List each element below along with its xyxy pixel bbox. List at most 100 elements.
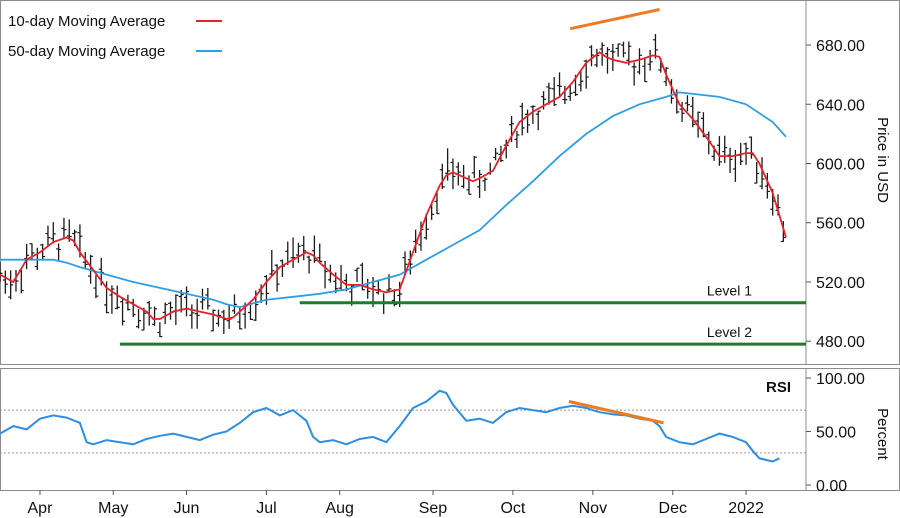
x-tick-label: Jun xyxy=(174,500,200,517)
divergence-lines xyxy=(569,8,660,31)
price-bar xyxy=(279,259,285,277)
price-bar xyxy=(215,309,221,327)
price-bar xyxy=(535,110,541,131)
price-bar xyxy=(141,307,147,331)
price-y-tick-label: 560.00 xyxy=(816,216,865,233)
rsi-axis-title: Percent xyxy=(874,408,891,461)
price-bar xyxy=(290,237,296,268)
price-bar xyxy=(604,47,610,74)
price-bar xyxy=(759,157,765,190)
price-bar xyxy=(152,306,158,326)
ma50-line xyxy=(0,91,787,309)
x-tick-label: May xyxy=(98,500,128,517)
price-y-tick-label: 680.00 xyxy=(816,38,865,55)
price-bar xyxy=(557,72,563,98)
rsi-panel-frame xyxy=(0,368,900,491)
price-bar xyxy=(679,101,685,122)
price-bar xyxy=(2,270,8,294)
price-bar xyxy=(375,279,381,295)
rsi-y-tick-label: 50.00 xyxy=(816,425,856,442)
price-bar xyxy=(567,85,573,101)
price-bar xyxy=(610,43,616,71)
price-bar xyxy=(24,243,30,270)
price-bar xyxy=(583,59,589,89)
price-bar xyxy=(114,285,120,310)
price-bar xyxy=(130,298,136,318)
legend-label-ma50: 50-day Moving Average xyxy=(8,43,165,60)
price-bar xyxy=(562,86,568,105)
price-bar xyxy=(754,162,760,184)
price-bar xyxy=(29,243,35,261)
price-bar xyxy=(450,158,456,190)
rsi-line xyxy=(0,389,780,463)
price-bar xyxy=(615,43,621,57)
price-y-tick-label: 480.00 xyxy=(816,334,865,351)
price-divergence-line xyxy=(569,8,660,31)
support-levels: Level 1 Level 2 xyxy=(119,283,806,346)
price-bar xyxy=(226,305,232,329)
price-bar xyxy=(695,111,701,138)
price-bar xyxy=(40,243,46,261)
x-tick-label: Dec xyxy=(659,500,687,517)
price-bar xyxy=(157,322,163,338)
price-bar xyxy=(168,301,174,320)
price-bar xyxy=(684,95,690,112)
x-tick-label: Jul xyxy=(256,500,276,517)
price-bar xyxy=(109,285,115,314)
support-level-label: Level 2 xyxy=(707,324,752,340)
price-bar xyxy=(578,71,584,92)
price-bar xyxy=(301,235,307,261)
price-y-tick-label: 520.00 xyxy=(816,275,865,292)
price-bar xyxy=(45,225,51,246)
price-bar xyxy=(56,243,62,261)
price-bar xyxy=(716,136,722,166)
price-bar xyxy=(546,82,552,105)
price-bar xyxy=(530,105,536,124)
x-tick-label: Oct xyxy=(500,500,525,517)
price-bar xyxy=(136,309,142,329)
price-bar xyxy=(221,309,227,334)
x-tick-label: Apr xyxy=(28,500,54,517)
ma50-layer xyxy=(0,91,787,309)
price-bar xyxy=(690,96,696,128)
price-bar xyxy=(189,304,195,329)
price-bar xyxy=(514,130,520,149)
price-bar xyxy=(120,297,126,326)
price-bar xyxy=(311,235,317,263)
price-bar xyxy=(477,169,483,198)
rsi-divergence-line xyxy=(568,400,664,425)
price-bar xyxy=(551,77,557,106)
price-bar xyxy=(162,302,168,325)
price-bar xyxy=(722,135,728,164)
price-bar xyxy=(8,270,14,300)
x-tick-label: Aug xyxy=(325,500,353,517)
x-tick-label: 2022 xyxy=(728,500,764,517)
rsi-y-tick-label: 100.00 xyxy=(816,371,865,388)
price-bar xyxy=(493,147,499,161)
price-bar xyxy=(93,275,99,299)
price-bar xyxy=(61,217,67,239)
price-bar xyxy=(466,175,472,195)
x-tick-label: Nov xyxy=(579,500,607,517)
rsi-panel-title: RSI xyxy=(766,379,791,396)
price-bar xyxy=(652,33,658,59)
price-bar xyxy=(0,262,3,283)
x-tick-label: Sep xyxy=(419,500,448,517)
x-axis-ticks: Apr May Jun Jul Aug Sep Oct Nov Dec 2022 xyxy=(28,490,764,517)
price-bar xyxy=(173,294,179,325)
price-bar xyxy=(194,298,200,329)
price-bar xyxy=(642,58,648,83)
price-y-tick-label: 600.00 xyxy=(816,156,865,173)
rsi-layer xyxy=(0,389,806,463)
price-bar xyxy=(338,264,344,292)
price-bar xyxy=(184,286,190,317)
price-bar xyxy=(231,294,237,314)
price-axis-title: Price in USD xyxy=(874,117,891,203)
price-bar xyxy=(525,109,531,133)
price-bar xyxy=(764,172,770,199)
price-bar xyxy=(727,147,733,173)
price-bar xyxy=(631,62,637,86)
legend-label-ma10: 10-day Moving Average xyxy=(8,13,165,30)
price-bar xyxy=(210,309,216,332)
